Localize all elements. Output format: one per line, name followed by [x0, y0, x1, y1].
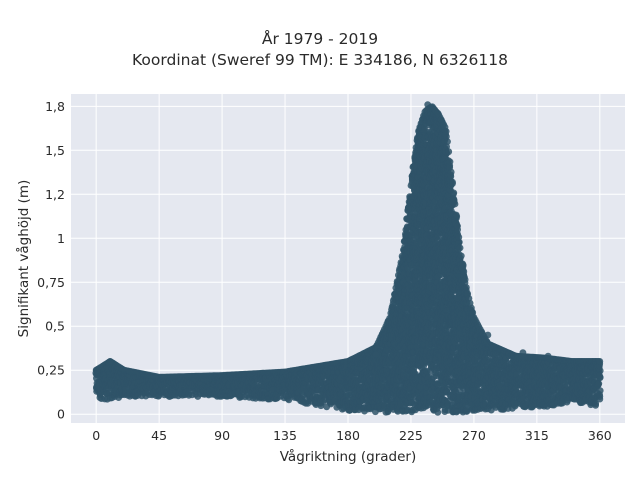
chart-subtitle: Koordinat (Sweref 99 TM): E 334186, N 63… — [132, 51, 508, 69]
chart-title: År 1979 - 2019 — [261, 30, 379, 48]
data-points — [92, 101, 604, 416]
